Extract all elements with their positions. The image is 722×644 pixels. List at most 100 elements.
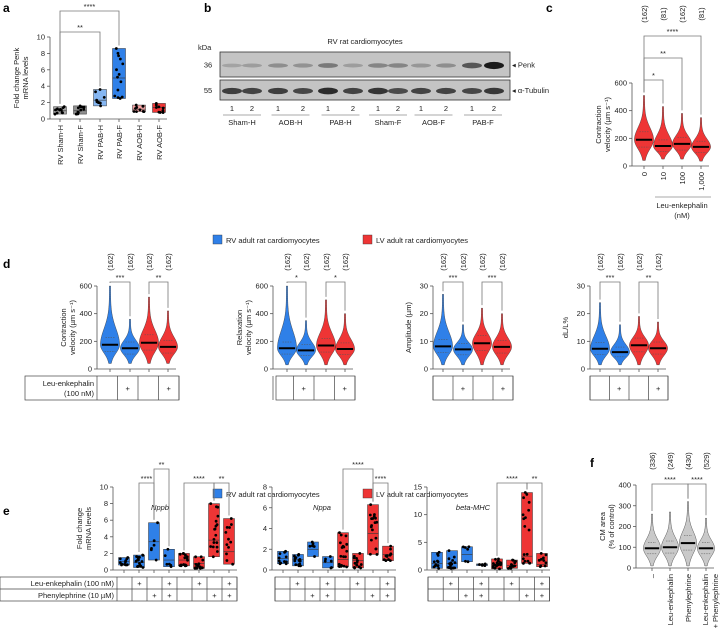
data-point	[525, 552, 529, 556]
data-point	[212, 537, 216, 541]
data-point	[345, 549, 349, 553]
violin	[679, 501, 697, 567]
box	[431, 550, 443, 570]
data-point	[79, 108, 83, 112]
box	[93, 88, 107, 108]
data-point	[138, 562, 141, 565]
table-cell: +	[325, 579, 330, 588]
table-cell: +	[302, 384, 307, 393]
data-point	[294, 563, 298, 567]
box	[446, 549, 458, 570]
violin-shape	[629, 316, 649, 366]
bracket-line	[643, 79, 664, 104]
box	[53, 105, 67, 116]
table-cell: +	[540, 579, 545, 588]
data-point	[521, 513, 525, 517]
sample-count: (162)	[678, 5, 687, 23]
y-axis-label: dL/L%	[561, 317, 570, 339]
data-point	[136, 565, 139, 568]
data-point	[527, 508, 531, 512]
significance-bracket: ****	[651, 475, 689, 512]
data-point	[345, 565, 349, 569]
bracket-line	[213, 482, 230, 516]
data-point	[225, 526, 229, 529]
table-cell: +	[540, 591, 545, 600]
table-cell: +	[385, 591, 390, 600]
protein-band	[462, 87, 482, 95]
data-point	[389, 544, 393, 548]
significance-bracket: **	[213, 474, 230, 516]
x-tick-label: 100	[678, 172, 687, 185]
data-point	[211, 555, 215, 559]
table-row-label: Phenylephrine (10 µM)	[38, 591, 115, 600]
violin	[277, 285, 297, 366]
data-point	[384, 554, 388, 558]
data-point	[161, 106, 165, 110]
data-point	[157, 110, 161, 114]
y-tick-label: 4	[104, 532, 108, 541]
lane-number: 2	[444, 104, 448, 113]
violin	[661, 511, 679, 567]
lane-number: 1	[376, 104, 380, 113]
band-label: ◂ α-Tubulin	[512, 86, 549, 95]
data-point	[478, 563, 481, 566]
table-cell: +	[449, 579, 454, 588]
data-point	[228, 526, 231, 529]
data-point	[141, 109, 145, 113]
data-point	[138, 108, 142, 112]
data-point	[99, 104, 103, 108]
data-point	[498, 567, 501, 571]
data-point	[522, 553, 526, 556]
lane-number: 1	[326, 104, 330, 113]
y-axis: 0 200 400 600 Contraction velocity (µm s⁻¹)	[594, 79, 709, 171]
y-tick-label: 4	[263, 524, 267, 533]
data-point	[353, 561, 357, 565]
y-tick-label: 20	[420, 309, 428, 318]
table-cell: +	[197, 579, 202, 588]
data-point	[152, 539, 156, 543]
data-point	[184, 553, 187, 557]
y-axis-label: (% of control)	[607, 504, 616, 549]
data-point	[452, 555, 456, 559]
data-point	[201, 558, 205, 562]
data-point	[161, 111, 165, 114]
data-point	[493, 566, 497, 570]
lane-number: 2	[396, 104, 400, 113]
data-point	[521, 557, 525, 561]
violin-shape	[590, 302, 610, 366]
data-point	[120, 95, 124, 99]
y-axis: 0 200 400 600 Relaxation velocity (µm s⁻¹)	[235, 282, 353, 374]
protein-band	[268, 87, 288, 95]
significance-stars: *	[295, 273, 298, 282]
data-point	[387, 558, 390, 561]
significance-stars: ***	[606, 273, 615, 282]
protein-band	[462, 62, 482, 69]
sample-count: (162)	[654, 253, 663, 271]
x-tick-label: RV AOB-H	[135, 125, 144, 161]
significance-bracket: ****	[59, 2, 120, 104]
significance-bracket: **	[526, 474, 543, 551]
data-point	[116, 75, 119, 79]
box	[491, 557, 503, 571]
y-tick-label: 200	[79, 337, 92, 346]
data-point	[344, 534, 348, 538]
legend-d: RV adult rat cardiomyocytes LV adult rat …	[212, 234, 468, 245]
data-point	[543, 564, 547, 568]
protein-band	[411, 87, 431, 95]
data-point	[214, 524, 218, 528]
blot-membrane	[219, 51, 511, 78]
x-tick-label: Leu-enkephalin	[701, 574, 710, 625]
treatment-table: + +	[589, 375, 669, 401]
table-cell: +	[137, 579, 142, 588]
data-point	[523, 559, 527, 563]
data-point	[178, 552, 182, 556]
data-point	[297, 563, 301, 567]
data-point	[323, 559, 327, 563]
y-tick-label: 0	[581, 365, 585, 374]
y-tick-label: 2	[263, 545, 267, 554]
data-point	[328, 555, 332, 558]
legend-swatch-rv	[212, 234, 223, 245]
violin	[697, 518, 715, 567]
data-point	[125, 557, 129, 561]
y-tick-label: 10	[577, 337, 585, 346]
